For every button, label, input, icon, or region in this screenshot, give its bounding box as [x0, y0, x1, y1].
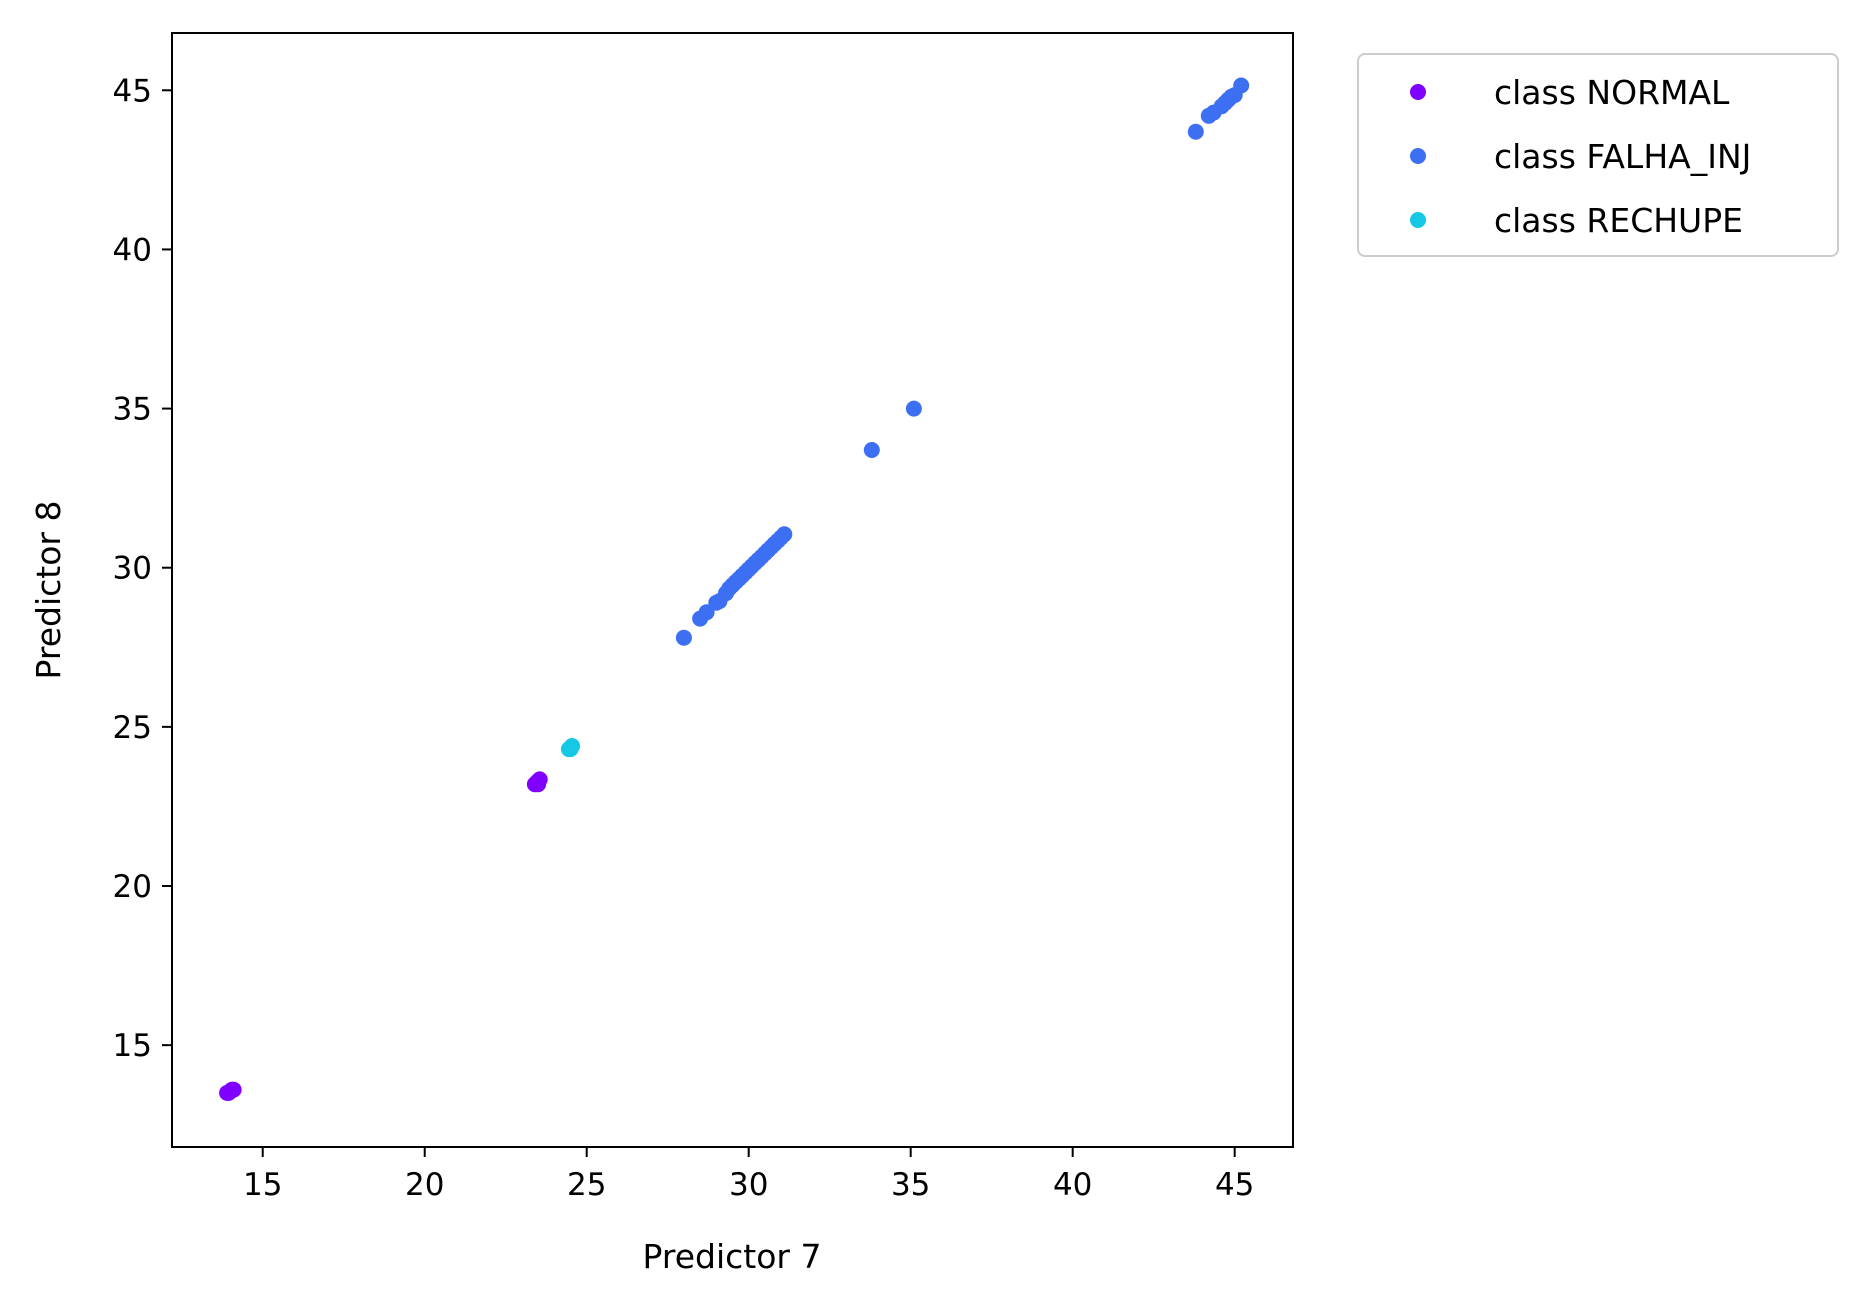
- y-axis-ticks: 15 20 25 30 35 40 45: [113, 73, 172, 1064]
- x-tick-label-5: 40: [1053, 1167, 1092, 1203]
- legend-marker-0: [1410, 84, 1426, 100]
- legend-marker-1: [1410, 148, 1426, 164]
- x-axis-ticks: 15 20 25 30 35 40 45: [243, 1147, 1254, 1203]
- y-tick-label-6: 45: [113, 73, 152, 109]
- x-tick-label-1: 20: [405, 1167, 444, 1203]
- y-tick-label-4: 35: [113, 392, 152, 428]
- legend-box: [1357, 53, 1839, 257]
- point-series-1-25: [905, 400, 922, 417]
- legend-label-1: class FALHA_INJ: [1494, 137, 1751, 176]
- plot-frame: [171, 32, 1294, 1148]
- point-series-1-0: [675, 629, 692, 646]
- y-tick-label-2: 25: [113, 710, 152, 746]
- point-series-1-24: [863, 442, 880, 458]
- point-series-0-9: [530, 776, 547, 793]
- x-tick-label-4: 35: [891, 1167, 930, 1203]
- legend-label-0: class NORMAL: [1494, 73, 1730, 112]
- legend-marker-2: [1410, 212, 1426, 228]
- legend-label-2: class RECHUPE: [1494, 201, 1743, 240]
- point-series-2-3: [562, 741, 579, 758]
- x-tick-label-2: 25: [567, 1167, 606, 1203]
- y-tick-label-0: 15: [113, 1028, 152, 1064]
- point-series-1-34: [1233, 77, 1250, 94]
- y-tick-label-1: 20: [113, 869, 152, 905]
- x-tick-label-0: 15: [243, 1167, 282, 1203]
- point-series-1-23: [776, 526, 793, 543]
- x-tick-label-3: 30: [729, 1167, 768, 1203]
- x-axis-label: Predictor 7: [643, 1237, 822, 1276]
- y-axis-label: Predictor 8: [29, 501, 68, 680]
- point-series-1-26: [1187, 123, 1204, 140]
- y-tick-label-5: 40: [113, 232, 152, 268]
- y-tick-label-3: 30: [113, 551, 152, 587]
- x-tick-label-6: 45: [1215, 1167, 1254, 1203]
- points-layer: [219, 77, 1250, 1101]
- point-series-0-4: [220, 1084, 237, 1101]
